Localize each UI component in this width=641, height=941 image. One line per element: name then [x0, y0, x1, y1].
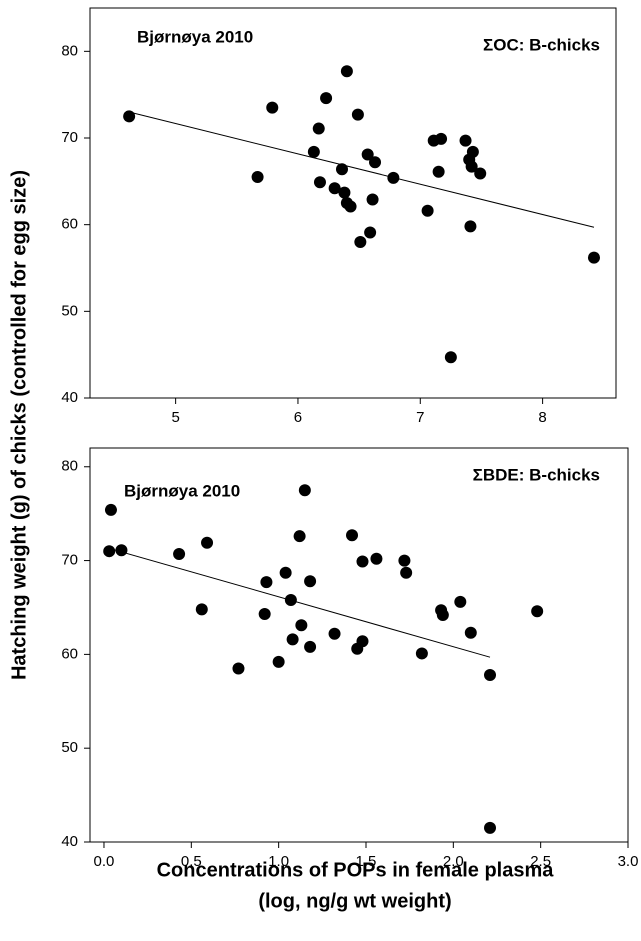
data-point	[344, 200, 357, 213]
data-point	[104, 503, 117, 516]
data-point	[459, 134, 472, 147]
data-point	[356, 635, 369, 648]
y-tick-label: 50	[61, 302, 78, 319]
x-axis-label: Concentrations of POPs in female plasma	[157, 859, 555, 881]
data-point	[400, 566, 413, 579]
y-tick-label: 60	[61, 645, 78, 662]
data-point	[354, 236, 367, 248]
x-tick-label: 0.0	[94, 853, 115, 870]
data-point	[115, 544, 128, 557]
data-point	[313, 176, 326, 189]
data-point	[320, 92, 333, 105]
data-point	[370, 552, 383, 565]
data-point	[466, 145, 479, 158]
data-point	[258, 608, 271, 621]
data-point	[103, 545, 116, 558]
data-point	[421, 204, 434, 217]
data-point	[195, 603, 208, 616]
trend-line	[109, 547, 491, 658]
x-tick-label: 1.0	[268, 853, 289, 870]
data-point	[387, 171, 400, 184]
data-point	[432, 165, 445, 178]
y-tick-label: 80	[61, 458, 78, 475]
data-point	[398, 554, 411, 567]
annotation: ΣOC: B-chicks	[483, 35, 600, 54]
x-tick-label: 8	[538, 409, 546, 426]
x-tick-label: 7	[416, 409, 424, 426]
data-point	[474, 167, 487, 180]
y-tick-label: 40	[61, 833, 78, 850]
plot-frame	[89, 447, 629, 843]
data-point	[338, 186, 351, 199]
data-point	[251, 171, 264, 183]
data-point	[361, 148, 374, 161]
trend-line	[129, 111, 595, 228]
x-tick-label: 0.5	[181, 853, 202, 870]
data-point	[364, 226, 377, 239]
y-tick-label: 80	[61, 42, 78, 59]
data-point	[335, 163, 348, 176]
data-point	[298, 484, 311, 497]
data-point	[232, 662, 245, 675]
data-point	[415, 647, 428, 660]
data-point	[201, 536, 214, 549]
data-point	[328, 627, 341, 640]
data-point	[464, 220, 477, 233]
data-point	[484, 821, 497, 834]
y-tick-label: 50	[61, 739, 78, 756]
data-point	[266, 101, 279, 114]
y-tick-label: 60	[61, 216, 78, 233]
data-point	[366, 193, 379, 206]
data-point	[531, 605, 544, 618]
data-point	[484, 669, 497, 682]
data-point	[304, 575, 317, 588]
x-tick-label: 2.0	[443, 853, 464, 870]
data-point	[272, 655, 285, 668]
data-point	[351, 108, 364, 121]
data-point	[284, 593, 297, 606]
data-point	[260, 576, 273, 589]
annotation: Bjørnøya 2010	[137, 27, 253, 46]
y-tick-label: 70	[61, 129, 78, 146]
x-tick-label: 5	[171, 409, 179, 426]
data-point	[587, 251, 600, 264]
y-tick-label: 70	[61, 552, 78, 569]
data-point	[346, 529, 359, 542]
data-point	[293, 530, 306, 543]
x-tick-label: 6	[294, 409, 302, 426]
data-point	[454, 595, 467, 608]
data-point	[465, 160, 478, 173]
data-point	[312, 122, 325, 135]
y-tick-label: 40	[61, 389, 78, 406]
data-point	[123, 110, 136, 123]
data-point	[436, 608, 449, 621]
x-tick-label: 2.5	[530, 853, 551, 870]
x-tick-label: 3.0	[618, 853, 639, 870]
data-point	[173, 548, 186, 561]
y-axis-label: Hatching weight (g) of chicks (controlle…	[8, 170, 30, 680]
data-point	[328, 182, 341, 195]
data-point	[340, 65, 353, 78]
data-point	[369, 156, 382, 169]
x-tick-label: 1.5	[356, 853, 377, 870]
x-axis-label: (log, ng/g wt weight)	[258, 890, 451, 912]
data-point	[286, 633, 299, 646]
data-point	[304, 640, 317, 653]
annotation: ΣBDE: B-chicks	[473, 465, 600, 484]
data-point	[444, 351, 457, 364]
plot-frame	[89, 7, 617, 399]
data-point	[307, 145, 320, 158]
data-point	[435, 132, 448, 145]
data-point	[279, 566, 292, 579]
data-point	[464, 626, 477, 639]
annotation: Bjørnøya 2010	[124, 481, 240, 500]
data-point	[295, 619, 308, 632]
data-point	[356, 555, 369, 568]
